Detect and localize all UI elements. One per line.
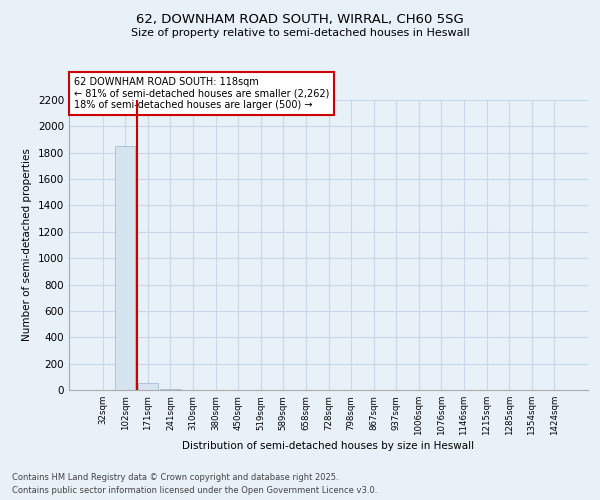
Text: 62 DOWNHAM ROAD SOUTH: 118sqm
← 81% of semi-detached houses are smaller (2,262)
: 62 DOWNHAM ROAD SOUTH: 118sqm ← 81% of s… xyxy=(74,77,329,110)
Text: Contains public sector information licensed under the Open Government Licence v3: Contains public sector information licen… xyxy=(12,486,377,495)
X-axis label: Distribution of semi-detached houses by size in Heswall: Distribution of semi-detached houses by … xyxy=(182,441,475,451)
Bar xyxy=(138,384,158,390)
Text: Size of property relative to semi-detached houses in Heswall: Size of property relative to semi-detach… xyxy=(131,28,469,38)
Text: Contains HM Land Registry data © Crown copyright and database right 2025.: Contains HM Land Registry data © Crown c… xyxy=(12,472,338,482)
Bar xyxy=(160,388,181,390)
Text: 62, DOWNHAM ROAD SOUTH, WIRRAL, CH60 5SG: 62, DOWNHAM ROAD SOUTH, WIRRAL, CH60 5SG xyxy=(136,12,464,26)
Y-axis label: Number of semi-detached properties: Number of semi-detached properties xyxy=(22,148,32,342)
Bar xyxy=(115,146,136,390)
